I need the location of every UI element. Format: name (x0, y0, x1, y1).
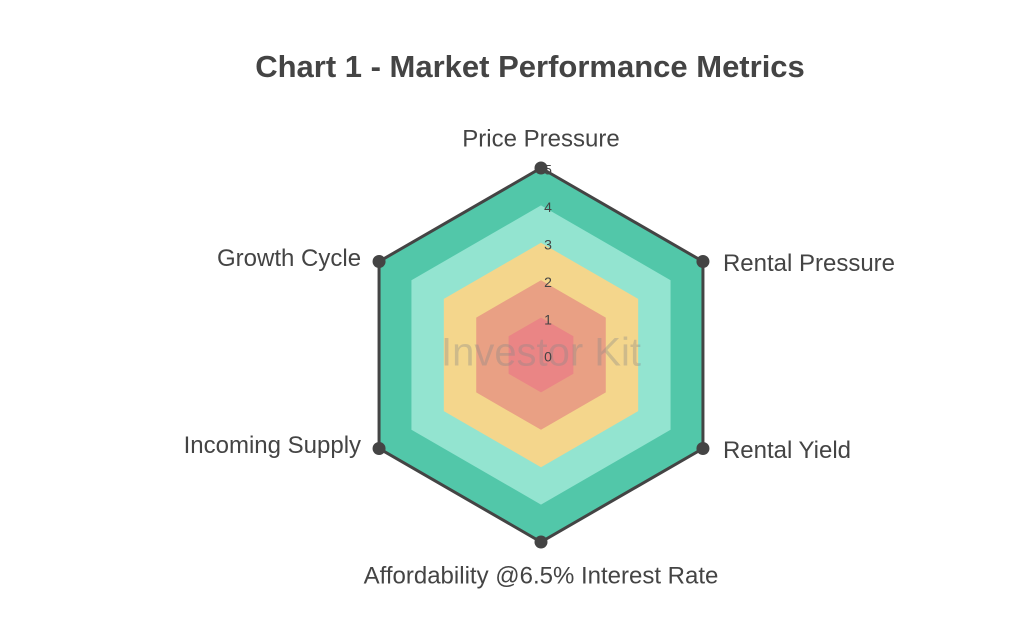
point (534, 535, 548, 549)
r-tick-label: 4 (544, 199, 552, 215)
point (372, 255, 386, 268)
category-label: Rental Yield (723, 437, 851, 464)
watermark: Investor Kit (441, 331, 641, 375)
category-label: Growth Cycle (217, 245, 361, 272)
category-label: Affordability @6.5% Interest Rate (364, 562, 719, 589)
r-tick-label: 3 (544, 237, 552, 253)
point (534, 161, 548, 175)
r-tick-label: 0 (544, 349, 552, 365)
category-label: Rental Pressure (723, 250, 895, 277)
point (696, 442, 710, 455)
band (508, 317, 574, 393)
point (696, 255, 710, 268)
r-tick-label: 2 (544, 274, 552, 290)
point (372, 442, 386, 455)
category-label: Price Pressure (462, 125, 619, 152)
r-tick-label: 1 (544, 311, 552, 327)
category-label: Incoming Supply (184, 432, 361, 459)
r-tick-label: 5 (544, 162, 552, 178)
chart-title: Chart 1 - Market Performance Metrics (255, 49, 805, 84)
